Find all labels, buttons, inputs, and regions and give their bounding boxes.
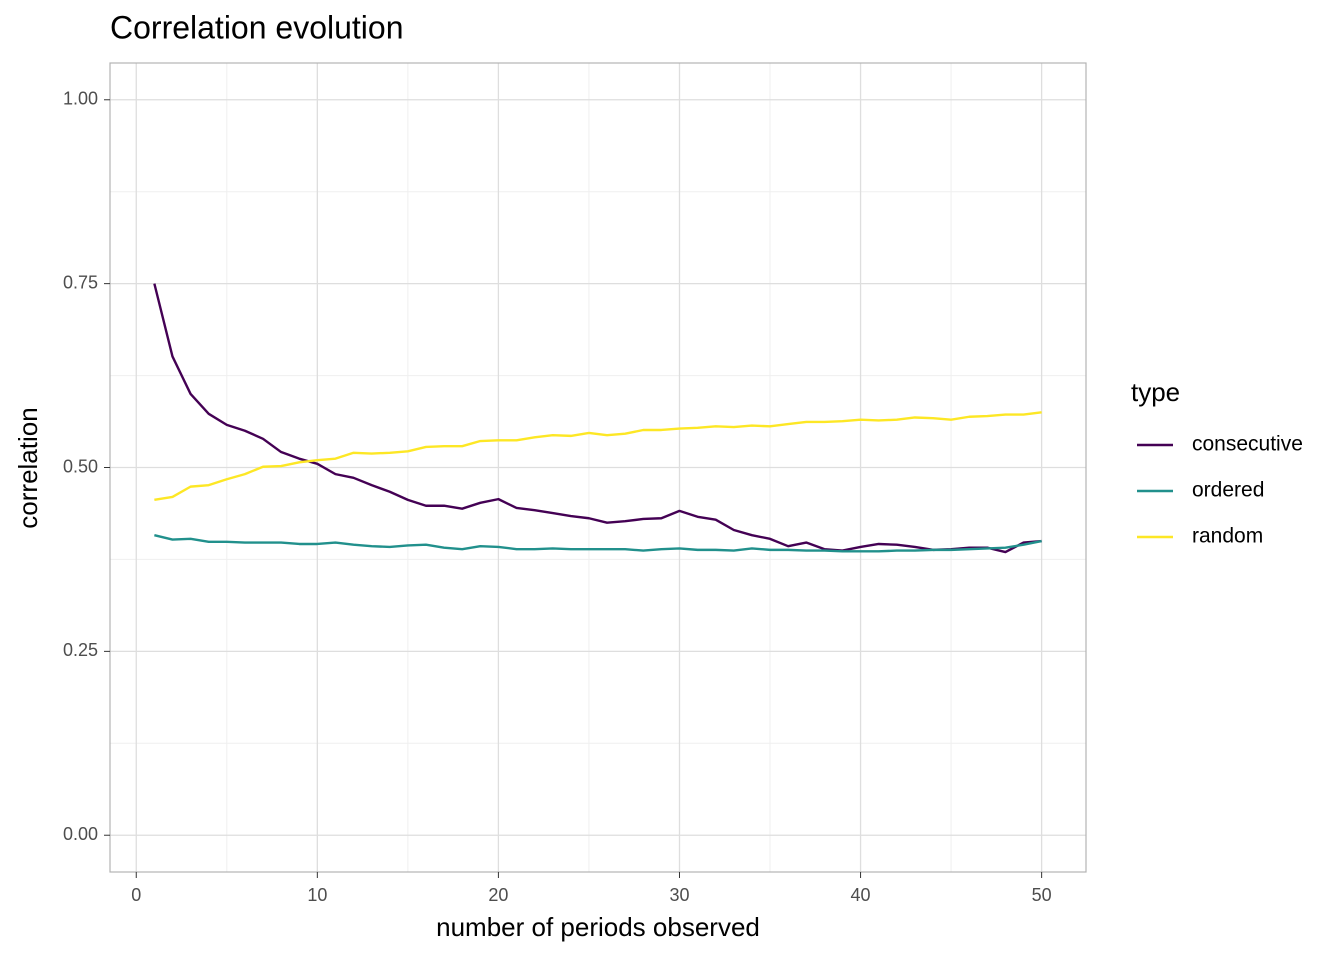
- series-line: [154, 411, 1042, 502]
- series-line: [154, 533, 1042, 553]
- legend-label: random: [1192, 525, 1263, 548]
- y-tick-label: 1.00: [63, 89, 98, 109]
- legend-label: ordered: [1192, 479, 1264, 502]
- x-axis-title: number of periods observed: [436, 912, 760, 942]
- chart-title: Correlation evolution: [110, 9, 404, 45]
- legend-label: consecutive: [1192, 433, 1303, 456]
- x-tick-label: 0: [131, 885, 141, 905]
- legend-title: type: [1131, 377, 1180, 407]
- grid: [110, 63, 1086, 872]
- y-tick-label: 0.75: [63, 272, 98, 292]
- y-tick-label: 0.00: [63, 824, 98, 844]
- lines: [153, 283, 1042, 554]
- x-tick-label: 10: [307, 885, 327, 905]
- x-tick-label: 30: [669, 885, 689, 905]
- y-tick-label: 0.25: [63, 640, 98, 660]
- x-tick-label: 20: [488, 885, 508, 905]
- y-axis-title: correlation: [13, 407, 43, 528]
- x-tick-label: 40: [851, 885, 871, 905]
- series-line: [153, 283, 1042, 554]
- y-tick-label: 0.50: [63, 456, 98, 476]
- x-tick-label: 50: [1032, 885, 1052, 905]
